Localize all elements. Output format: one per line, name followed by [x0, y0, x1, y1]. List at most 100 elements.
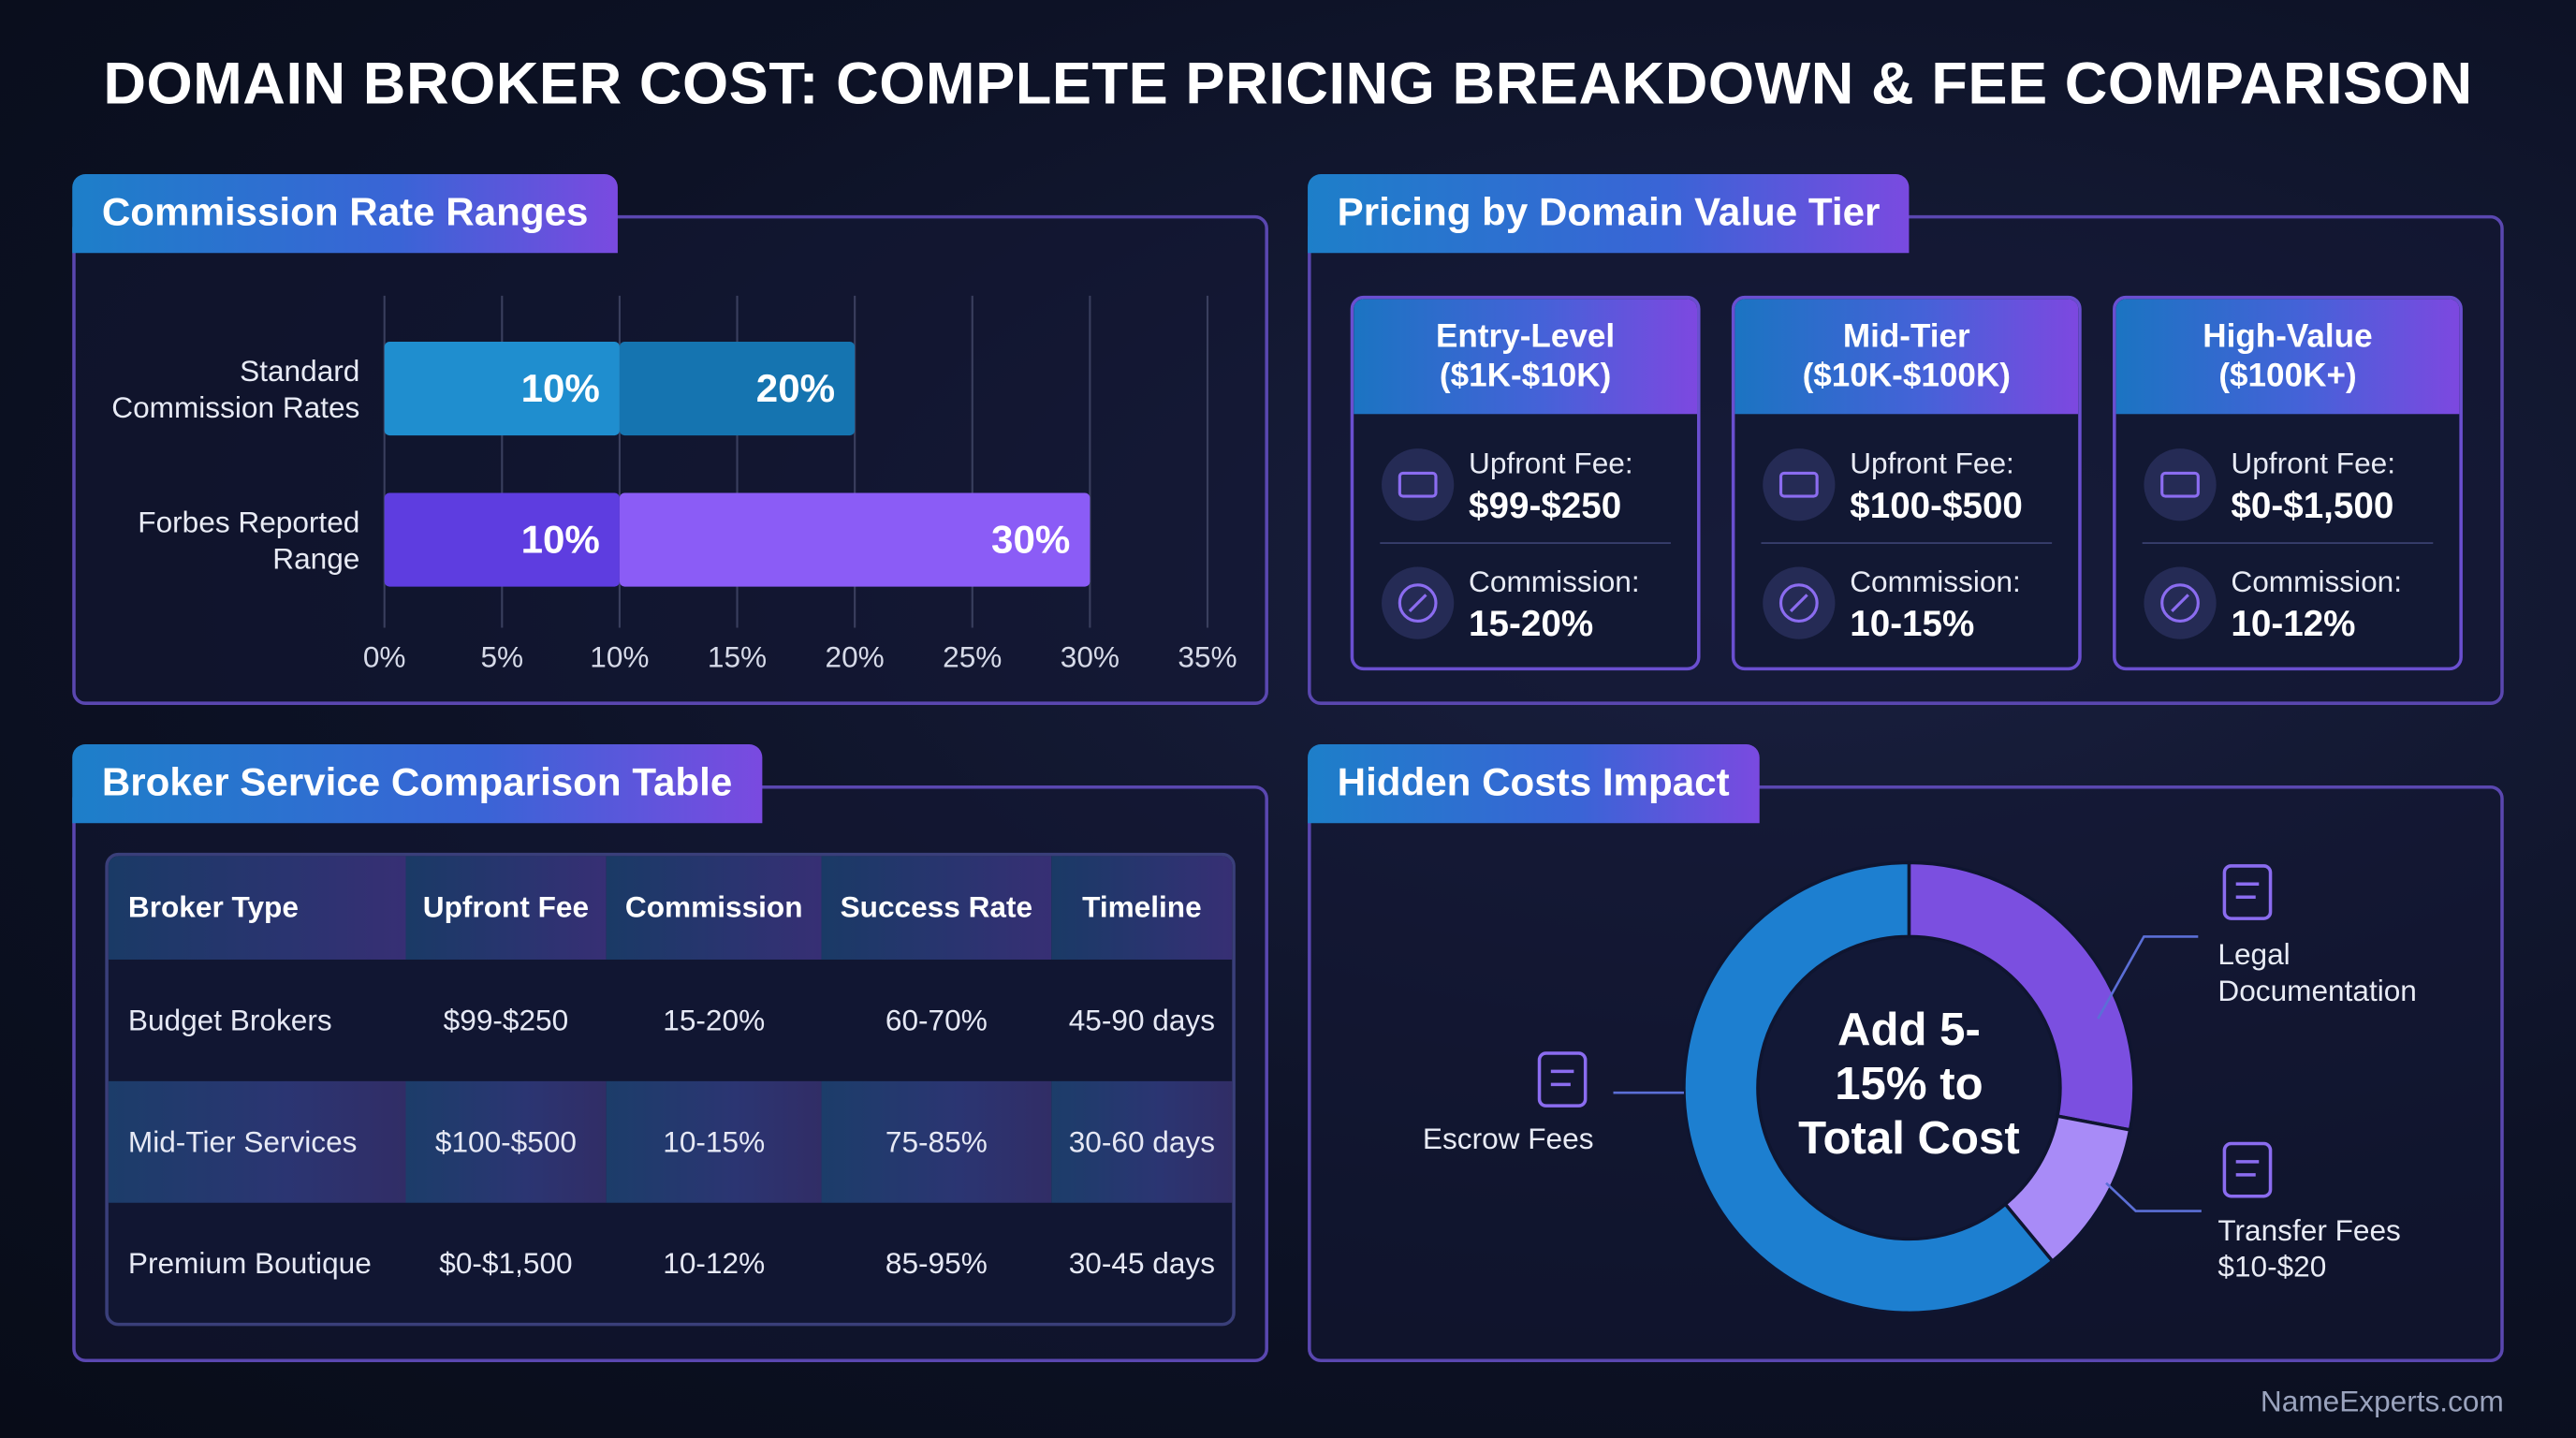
icon-glyph [1778, 471, 1819, 498]
tier-card: Entry-Level ($1K-$10K) Upfront Fee: $99-$2… [1350, 295, 1701, 671]
donut-hole [1759, 938, 2059, 1238]
x-tick-label: 25% [943, 640, 1002, 674]
table-row: Mid-Tier Services $100-$500 10-15% 75-85% 30… [108, 1080, 1233, 1203]
table-cell: Premium Boutique [127, 1246, 372, 1280]
legend-note: $10-$20 [2217, 1250, 2327, 1284]
field-label: Commission: [1850, 565, 2021, 598]
icon-glyph [1408, 594, 1427, 613]
icon [2222, 1141, 2273, 1198]
field-label: Commission: [2231, 565, 2403, 598]
field-value: 10-12% [2231, 603, 2356, 644]
card-title: Mid-Tier ($10K-$100K) [1802, 318, 2011, 395]
icon [1763, 448, 1836, 521]
panel-title: Broker Service Comparison Table [72, 744, 762, 824]
center-text: Add 5-15% to Total Cost [1798, 1004, 2020, 1164]
field-value: 10-15% [1850, 603, 1975, 644]
value-label: 10% [521, 366, 600, 410]
x-tick-label: 35% [1178, 640, 1237, 674]
divider [2142, 542, 2434, 544]
column-header: Timeline [1051, 856, 1233, 960]
header-row: Broker Type Upfront Fee Commission Success … [108, 856, 1233, 960]
icon-glyph [2160, 471, 2200, 498]
icon-glyph [2171, 594, 2189, 613]
x-tick-label: 10% [590, 640, 649, 674]
icon [2144, 566, 2217, 639]
table-cell: $99-$250 [443, 1003, 569, 1036]
tier-card: High-Value ($100K+) Upfront Fee: $0-$1,500… [2113, 295, 2463, 671]
bar-low [384, 492, 620, 587]
legend-entry: Legal Documentation [2217, 936, 2448, 1008]
table-cell: $0-$1,500 [439, 1246, 573, 1280]
footer: NameExperts.com [2260, 1385, 2504, 1418]
panel-title: Hidden Costs Impact [1308, 744, 1760, 824]
category-label: Standard Commission Rates [111, 354, 360, 423]
x-tick-label: 0% [363, 640, 406, 674]
category-label: Forbes Reported Range [138, 505, 360, 575]
divider [1380, 542, 1671, 544]
value-label: 20% [756, 366, 835, 410]
bar-range [619, 492, 1090, 587]
icon [1537, 1051, 1588, 1108]
card-title: Entry-Level ($1K-$10K) [1436, 318, 1616, 395]
table-cell: 45-90 days [1068, 1003, 1216, 1036]
divider [1761, 542, 2053, 544]
table-cell: 75-85% [821, 1080, 1052, 1203]
column-header: Upfront Fee [404, 856, 607, 960]
icon-bg [1763, 448, 1836, 521]
icon-bg [1382, 448, 1455, 521]
icon-glyph [1398, 583, 1438, 624]
column-header: Broker Type [108, 856, 405, 960]
legend-label: Escrow Fees [1422, 1122, 1594, 1155]
bar-low [384, 342, 620, 436]
card-header: Mid-Tier ($10K-$100K) [1734, 299, 2079, 415]
table-cell: 30-45 days [1068, 1246, 1216, 1280]
card-header: High-Value ($100K+) [2115, 299, 2460, 415]
card-title: High-Value ($100K+) [2203, 318, 2373, 395]
value-label: 10% [521, 518, 600, 562]
icon-glyph [1789, 594, 1808, 613]
icon-glyph [1398, 471, 1438, 498]
tier-card: Mid-Tier ($10K-$100K) Upfront Fee: $100-$5… [1731, 295, 2082, 671]
table-row: Budget Brokers $99-$250 15-20% 60-70% 45-90 … [109, 960, 1232, 1081]
legend-entry: Transfer Fees $10-$20 [2217, 1212, 2400, 1284]
panel [72, 214, 1268, 705]
column-header: Commission [607, 856, 822, 960]
field-value: 15-20% [1469, 603, 1594, 644]
value-label: 30% [991, 518, 1070, 562]
table-cell: 10-12% [663, 1246, 766, 1280]
leader-line [2105, 1181, 2202, 1212]
table-cell: 10-15% [607, 1080, 822, 1203]
page-title: DOMAIN BROKER COST: COMPLETE PRICING BRE… [103, 49, 2473, 117]
bar-range [619, 342, 856, 436]
field-label: Upfront Fee: [1850, 447, 2014, 480]
x-tick-label: 30% [1061, 640, 1120, 674]
x-tick-label: 20% [826, 640, 885, 674]
field-label: Commission: [1469, 565, 1640, 598]
icon [2144, 448, 2217, 521]
table-cell: 85-95% [885, 1246, 988, 1280]
field-value: $99-$250 [1469, 484, 1622, 526]
legend-label: Transfer Fees [2217, 1214, 2401, 1248]
icon [1382, 448, 1455, 521]
icon [1763, 566, 1836, 639]
icon [2222, 864, 2273, 920]
icon [1382, 566, 1455, 639]
table-cell: 30-60 days [1051, 1080, 1233, 1203]
field-label: Upfront Fee: [1469, 447, 1633, 480]
x-tick-label: 15% [708, 640, 767, 674]
field-label: Upfront Fee: [2231, 447, 2396, 480]
icon-glyph [1778, 583, 1819, 624]
donut-segment [1682, 860, 2056, 1315]
table-cell: 60-70% [885, 1003, 988, 1036]
leader-line [2097, 935, 2199, 1020]
table-cell: Budget Brokers [127, 1003, 332, 1036]
comparison-table: Broker Type Upfront Fee Commission Success … [108, 856, 1233, 1323]
icon-glyph [2160, 583, 2200, 624]
table-row: Premium Boutique $0-$1,500 10-12% 85-95% 30-… [109, 1203, 1232, 1323]
legend-entry: Escrow Fees [1423, 1121, 1594, 1157]
table-cell: Mid-Tier Services [108, 1080, 405, 1203]
panel-title: Pricing by Domain Value Tier [1308, 174, 1910, 254]
card-header: Entry-Level ($1K-$10K) [1354, 299, 1698, 415]
